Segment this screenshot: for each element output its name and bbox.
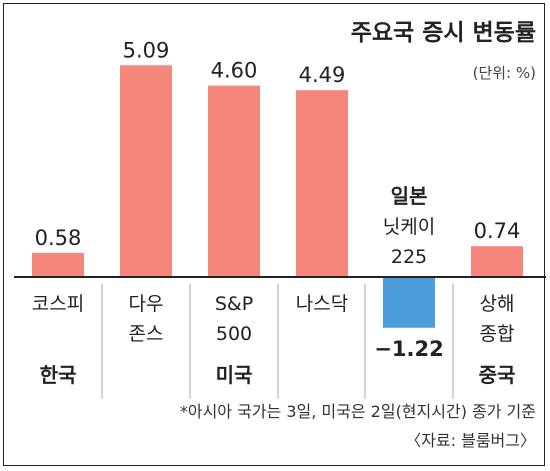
value-label: 4.49: [299, 63, 346, 87]
value-label: 0.74: [474, 219, 521, 243]
bar-3: [208, 85, 260, 277]
category-label: 존스: [129, 323, 164, 345]
bar-2: [120, 65, 172, 277]
category-label: 500: [216, 323, 252, 345]
value-label: 4.60: [211, 59, 258, 83]
category-label: 일본: [391, 184, 428, 208]
bar-6: [471, 246, 523, 277]
category-label: 다우: [129, 293, 164, 315]
value-label: 0.58: [35, 226, 82, 250]
category-label: 상해: [480, 293, 515, 315]
category-label: 225: [391, 246, 427, 268]
category-label: 코스피: [32, 293, 84, 315]
chart-unit: (단위: %): [473, 64, 536, 82]
group-label: 중국: [479, 363, 516, 387]
value-label: −1.22: [374, 337, 443, 361]
category-label: 닛케이: [383, 216, 435, 238]
bar-4: [296, 90, 348, 277]
bar-5: [383, 277, 435, 328]
chart-title: 주요국 증시 변동률: [351, 20, 536, 46]
value-label: 5.09: [123, 38, 170, 62]
category-label: 나스닥: [296, 293, 348, 315]
footnote: *아시아 국가는 3일, 미국은 2일(현지시간) 종가 기준: [180, 402, 536, 421]
group-label: 미국: [216, 363, 253, 387]
bar-1: [32, 252, 84, 277]
category-label: 종합: [480, 323, 515, 345]
group-label: 한국: [40, 363, 77, 387]
category-label: S&P: [215, 293, 253, 315]
source-note: 〈자료: 블룸버그〉: [405, 431, 536, 450]
